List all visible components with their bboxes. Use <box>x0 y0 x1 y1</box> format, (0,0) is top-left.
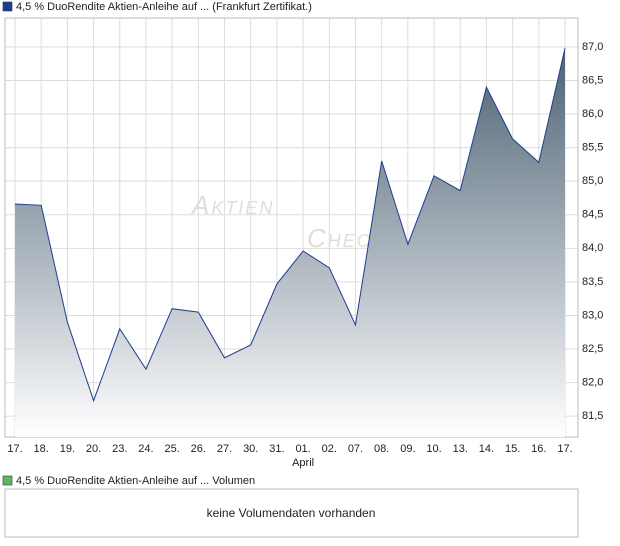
x-tick-label: 26. <box>191 443 206 455</box>
x-tick-label: 02. <box>322 443 337 455</box>
y-tick-label: 84,5 <box>582 209 603 221</box>
legend-swatch <box>2 1 13 12</box>
month-label: April <box>292 457 314 469</box>
volume-message: keine Volumendaten vorhanden <box>207 506 376 520</box>
legend-swatch <box>2 475 13 486</box>
x-tick-label: 09. <box>400 443 415 455</box>
y-tick-label: 86,5 <box>582 74 603 86</box>
x-tick-label: 01. <box>295 443 310 455</box>
legend-text: 4,5 % DuoRendite Aktien-Anleihe auf ... … <box>16 475 255 487</box>
x-tick-label: 14. <box>479 443 494 455</box>
x-tick-label: 31. <box>269 443 284 455</box>
x-tick-label: 07. <box>348 443 363 455</box>
watermark: Aktien <box>190 190 274 220</box>
x-tick-label: 25. <box>164 443 179 455</box>
x-tick-label: 18. <box>34 443 49 455</box>
y-tick-label: 87,0 <box>582 41 603 53</box>
y-tick-label: 82,0 <box>582 377 603 389</box>
x-tick-label: 13. <box>453 443 468 455</box>
x-tick-label: 27. <box>217 443 232 455</box>
y-tick-label: 85,0 <box>582 175 603 187</box>
y-tick-label: 83,0 <box>582 309 603 321</box>
x-tick-label: 17. <box>557 443 572 455</box>
x-tick-label: 08. <box>374 443 389 455</box>
y-tick-label: 83,5 <box>582 276 603 288</box>
x-tick-label: 15. <box>505 443 520 455</box>
volume-frame <box>4 488 579 538</box>
x-tick-label: 17. <box>7 443 22 455</box>
line <box>14 48 566 403</box>
x-tick-label: 16. <box>531 443 546 455</box>
y-tick-label: 85,5 <box>582 142 603 154</box>
x-tick-label: 20. <box>86 443 101 455</box>
y-tick-label: 81,5 <box>582 410 603 422</box>
x-tick-label: 23. <box>112 443 127 455</box>
y-tick-label: 82,5 <box>582 343 603 355</box>
x-tick-label: 10. <box>426 443 441 455</box>
area <box>15 48 565 437</box>
y-tick-label: 86,0 <box>582 108 603 120</box>
x-tick-label: 19. <box>60 443 75 455</box>
legend-text: 4,5 % DuoRendite Aktien-Anleihe auf ... … <box>16 1 312 13</box>
x-tick-label: 24. <box>138 443 153 455</box>
y-tick-label: 84,0 <box>582 242 603 254</box>
x-tick-label: 30. <box>243 443 258 455</box>
